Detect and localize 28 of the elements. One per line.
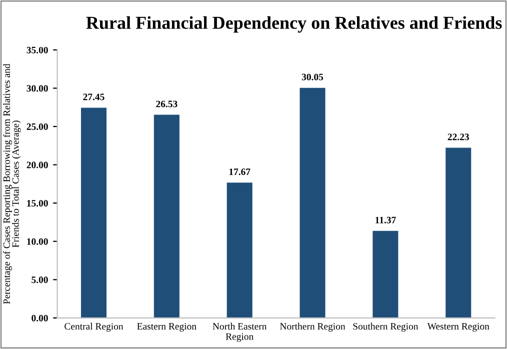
y-axis-title: Percentage of Cases Reporting Borrowing from Relatives and Friends to Total Cases (Average) xyxy=(3,64,21,304)
bar xyxy=(372,230,398,318)
data-label: 17.67 xyxy=(229,168,250,176)
bar xyxy=(80,108,107,318)
y-tick-label: 20.00 xyxy=(26,162,48,168)
data-label: 22.23 xyxy=(448,134,469,140)
chart-title: Rural Financial Dependency on Relatives and Friends xyxy=(86,16,502,33)
x-tick-label: Southern Region xyxy=(353,322,418,332)
data-label: 26.53 xyxy=(156,100,178,108)
x-tick-label: Northern Region xyxy=(280,322,346,332)
bar xyxy=(154,114,180,318)
y-tick-label: 10.00 xyxy=(27,238,48,245)
y-tick-label: 30.00 xyxy=(26,85,48,92)
data-label: 30.05 xyxy=(302,74,324,80)
y-tick-label: 5.00 xyxy=(32,276,48,284)
bar xyxy=(446,148,472,318)
x-tick-label: Central Region xyxy=(64,322,124,332)
y-tick-label: 35.00 xyxy=(26,46,48,54)
data-label: 27.45 xyxy=(83,94,104,100)
bar xyxy=(226,182,252,318)
x-tick-label: Eastern Region xyxy=(137,323,196,332)
y-tick-label: 15.00 xyxy=(27,200,48,207)
data-label: 11.37 xyxy=(376,216,396,224)
y-tick-label: 25.00 xyxy=(26,123,48,130)
bar xyxy=(300,88,326,318)
y-tick-label: 0.00 xyxy=(32,314,48,322)
x-tick-label: North Eastern Region xyxy=(212,322,267,342)
x-tick-label: Western Region xyxy=(427,323,490,332)
